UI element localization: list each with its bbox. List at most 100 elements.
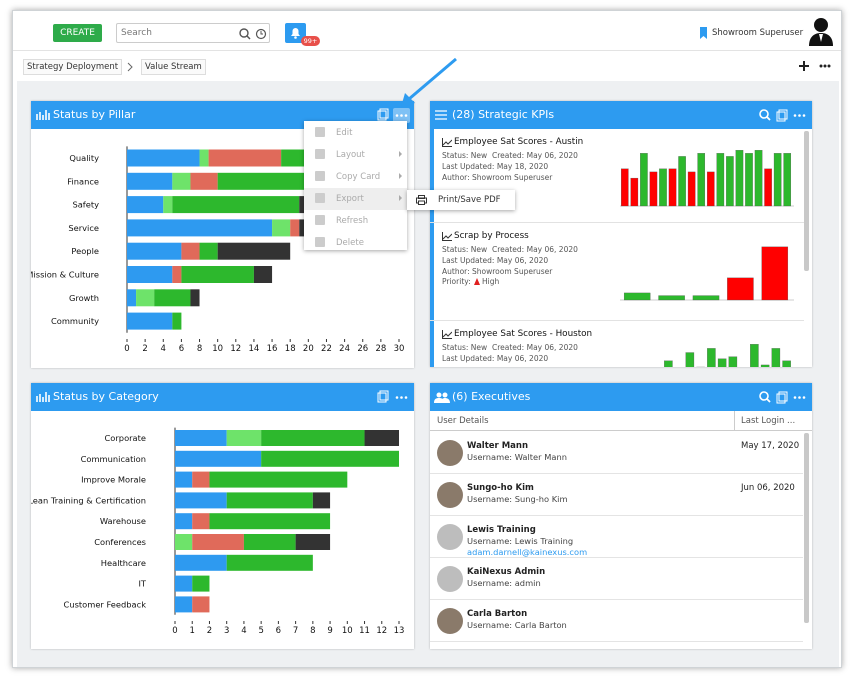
trend-icon (442, 138, 452, 147)
bar-segment (127, 242, 182, 260)
category-label: IT (138, 579, 146, 589)
bar-segment (172, 312, 182, 330)
bar-segment (190, 172, 218, 190)
mini-bar (640, 153, 648, 207)
menu-item[interactable]: Refresh (336, 216, 369, 226)
user-list: Walter Mann Username: Walter Mann May 17, … (430, 432, 804, 649)
x-tick-label: 0 (124, 344, 129, 354)
mini-bar (664, 360, 673, 367)
search-placeholder: Search (121, 28, 152, 38)
user-email[interactable]: adam.darnell@kainexus.com (467, 547, 588, 557)
mini-bar (728, 356, 738, 367)
card-stripe (430, 223, 434, 320)
x-tick-label: 28 (375, 344, 386, 354)
mini-bar (659, 168, 667, 207)
bar-segment (192, 575, 210, 592)
submenu-arrow (399, 173, 402, 179)
panel-actions[interactable] (758, 108, 808, 123)
search-box[interactable]: Search (116, 23, 270, 43)
mini-bar (745, 153, 753, 207)
trend-line (442, 330, 452, 339)
menu-item[interactable]: Copy Card (336, 172, 381, 182)
bar-segment (127, 149, 200, 167)
breadcrumb[interactable]: Value Stream (141, 59, 206, 75)
x-tick-label: 10 (342, 626, 353, 636)
last-login: May 17, 2020 (741, 441, 800, 451)
column-header[interactable]: Last Login ... (741, 416, 796, 426)
kpi-card[interactable]: Employee Sat Scores - Houston Status: New… (430, 321, 804, 367)
user-avatar[interactable] (807, 16, 835, 46)
menu-item[interactable]: Delete (336, 238, 364, 248)
trend-line (442, 138, 452, 147)
category-label: People (71, 246, 99, 256)
user-row[interactable]: Carla Barton Username: Carla Barton (430, 600, 803, 642)
bar-segment (175, 575, 193, 592)
panel-actions[interactable] (377, 390, 411, 405)
bar-segment (163, 196, 173, 214)
panel-actions[interactable] (377, 108, 411, 123)
submenu-arrow (399, 151, 402, 157)
user-row[interactable]: Lewis Training Username: Lewis Training ad… (430, 516, 803, 558)
submenu-arrow (399, 195, 402, 201)
x-tick-label: 8 (197, 344, 202, 354)
bar-segment (154, 289, 191, 307)
x-tick-label: 20 (303, 344, 314, 354)
kpi-card[interactable]: Scrap by Process Status: New Created: May … (430, 223, 804, 321)
menu-icon (315, 193, 325, 203)
list-icon (435, 110, 447, 120)
bar-segment (175, 596, 193, 613)
bar-segment (226, 492, 313, 509)
mini-bar (630, 177, 639, 207)
user-name[interactable]: Showroom Superuser (712, 28, 804, 38)
breadcrumb-chevron (127, 62, 133, 72)
x-tick-label: 2 (207, 626, 212, 636)
bookmark-icon[interactable] (699, 27, 708, 39)
x-tick-label: 9 (327, 626, 332, 636)
mini-bar (707, 348, 716, 367)
user-username: Username: admin (467, 578, 541, 588)
x-tick-label: 26 (357, 344, 368, 354)
trend-line (442, 232, 452, 241)
mini-bar (771, 348, 781, 367)
mini-bar (760, 364, 770, 367)
bar-segment (199, 242, 218, 260)
scrollbar[interactable] (804, 131, 809, 271)
create-button[interactable]: CREATE (53, 24, 102, 42)
user-username: Username: Walter Mann (467, 452, 567, 462)
bar-segment (181, 242, 200, 260)
user-row[interactable]: Sungo-ho Kim Username: Sung-ho Kim Jun 06,… (430, 474, 803, 516)
menu-item[interactable]: Print/Save PDF (438, 195, 501, 205)
card-status: Status: New (442, 343, 488, 352)
menu-item[interactable]: Layout (336, 150, 365, 160)
scrollbar[interactable] (804, 433, 809, 623)
menu-item[interactable]: Edit (336, 128, 353, 138)
menu-item[interactable]: Export (304, 188, 407, 210)
kpi-panel: (28) Strategic KPIs Employee Sat Scores … (430, 101, 812, 367)
notifications-button[interactable] (285, 23, 306, 43)
mini-chart (614, 138, 796, 216)
mini-bar (735, 150, 744, 207)
bar-segment (172, 196, 300, 214)
column-divider (734, 411, 735, 431)
bar-segment (209, 471, 348, 488)
page-actions[interactable] (799, 60, 831, 72)
panel-actions[interactable] (758, 390, 808, 405)
mini-bar (678, 156, 686, 207)
category-label: Service (68, 223, 99, 233)
category-label: Finance (67, 176, 99, 186)
user-avatar (437, 482, 463, 508)
bar-segment (175, 492, 227, 509)
bar-segment (172, 266, 182, 283)
card-priority-value: High (482, 277, 500, 286)
notification-badge: 99+ (301, 36, 320, 46)
user-row[interactable]: KaiNexus Admin Username: admin (430, 558, 803, 600)
breadcrumb[interactable]: Strategy Deployment (23, 59, 123, 75)
category-chart: Corporate Communication Improve Morale Lean… (31, 427, 404, 636)
category-label: Healthcare (101, 558, 146, 568)
mini-bar (773, 153, 782, 207)
menu-icon (315, 127, 325, 137)
user-row[interactable]: Walter Mann Username: Walter Mann May 17, … (430, 432, 803, 474)
column-header[interactable]: User Details (437, 416, 489, 426)
mini-bar (623, 292, 651, 301)
